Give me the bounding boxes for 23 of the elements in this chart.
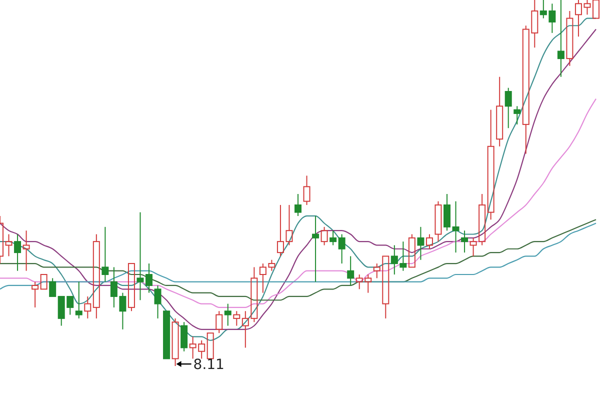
candlestick — [347, 256, 354, 286]
candlestick — [514, 106, 521, 125]
candlestick — [102, 226, 109, 282]
candlestick — [84, 296, 92, 319]
candlestick — [426, 234, 433, 250]
candlestick — [496, 76, 504, 147]
candlestick — [5, 234, 12, 257]
candlestick — [566, 10, 574, 66]
candlestick — [92, 234, 100, 319]
candlestick — [452, 200, 460, 254]
candlestick — [14, 234, 22, 272]
candlestick — [461, 230, 468, 254]
candlestick — [224, 303, 232, 326]
candlestick — [417, 226, 424, 260]
annotation: 8.11 — [193, 357, 224, 373]
candlestick — [146, 263, 152, 294]
candlestick — [22, 230, 30, 272]
candlestick — [136, 212, 144, 301]
candlestick — [557, 0, 564, 78]
candlestick — [312, 215, 320, 282]
candlestick — [487, 109, 494, 220]
candlestick — [338, 234, 346, 264]
candlestick — [233, 310, 240, 326]
